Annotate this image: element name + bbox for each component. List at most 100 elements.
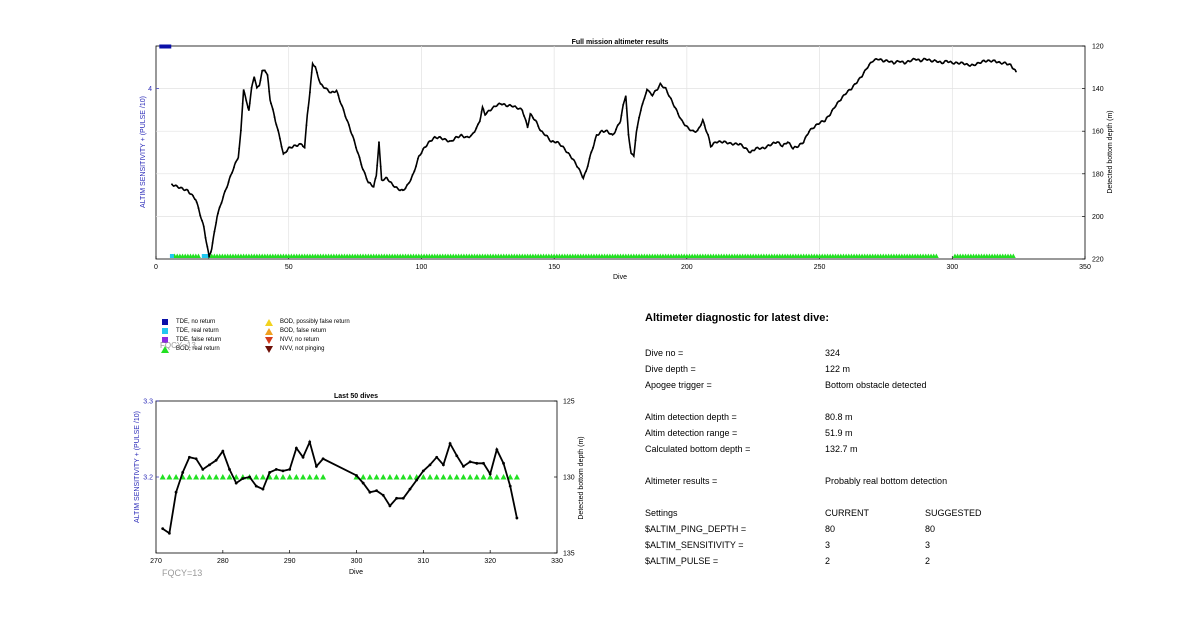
altimeter-diagnostic-panel: Altimeter diagnostic for latest dive: Di…: [645, 312, 1165, 582]
depth-point: [680, 118, 683, 121]
depth-point: [811, 127, 814, 130]
depth-point: [558, 143, 561, 145]
bod-real-return-marker: [373, 474, 380, 480]
depth-point: [475, 461, 479, 465]
depth-point: [707, 133, 709, 136]
depth-point: [956, 62, 959, 64]
depth-point: [227, 181, 230, 183]
full-mission-plot-area: [155, 45, 1086, 260]
x-tick-label: 50: [285, 264, 293, 271]
depth-point: [332, 90, 334, 93]
depth-point: [524, 119, 527, 122]
depth-point: [544, 134, 547, 137]
depth-point: [869, 61, 872, 64]
bod-real-return-marker: [199, 474, 206, 480]
depth-point: [517, 107, 520, 110]
left-y-tick-label: 3.2: [143, 475, 153, 482]
depth-point: [194, 457, 198, 461]
depth-point: [770, 143, 773, 146]
depth-point: [434, 136, 437, 139]
depth-point: [749, 151, 752, 154]
depth-point: [808, 130, 810, 133]
depth-point: [565, 151, 568, 154]
depth-point: [730, 142, 732, 145]
right-y-tick-label: 220: [1092, 257, 1104, 264]
last-50-x-ticks: 270 280 290 300 310 320 330: [150, 550, 563, 565]
depth-point: [760, 147, 763, 150]
depth-point: [480, 111, 483, 113]
depth-point: [247, 106, 249, 109]
depth-point: [721, 141, 724, 144]
depth-point: [454, 136, 456, 139]
depth-point: [503, 103, 506, 106]
diagnostic-value: 80.8 m: [825, 412, 853, 422]
depth-point: [362, 168, 364, 171]
depth-point: [985, 60, 987, 63]
depth-point: [347, 123, 350, 126]
diagnostic-suggested: 3: [925, 540, 931, 550]
depth-line: [171, 57, 1017, 259]
x-tick-label: 280: [217, 558, 229, 565]
depth-point: [662, 86, 665, 89]
depth-point: [243, 92, 246, 95]
depth-point: [639, 109, 642, 112]
diagnostic-label: $ALTIM_PING_DEPTH =: [645, 524, 747, 534]
x-tick-label: 250: [814, 264, 826, 271]
diagnostic-label: Altim detection depth =: [645, 412, 737, 422]
depth-point: [333, 91, 336, 94]
depth-point: [675, 108, 678, 110]
depth-point: [259, 79, 262, 82]
depth-point: [335, 89, 338, 92]
bod-real-return-marker: [279, 474, 286, 480]
diagnostic-label: Apogee trigger =: [645, 380, 712, 390]
depth-point: [388, 180, 391, 183]
depth-point: [885, 59, 888, 62]
depth-point: [475, 127, 478, 130]
depth-point: [650, 93, 653, 96]
depth-point: [857, 78, 860, 81]
depth-point: [1015, 70, 1017, 73]
depth-point: [942, 62, 945, 64]
depth-point: [963, 63, 966, 66]
diagnostic-row: Apogee trigger = Bottom obstacle detected: [645, 380, 1165, 392]
depth-point: [648, 91, 651, 93]
depth-point: [424, 146, 426, 149]
depth-point: [546, 134, 548, 137]
diagnostic-suggested: 80: [925, 524, 936, 534]
depth-point: [993, 59, 996, 62]
depth-point: [717, 140, 720, 143]
depth-point: [355, 146, 357, 149]
depth-point: [585, 170, 587, 173]
diagnostic-row: Dive no = 324: [645, 348, 1165, 360]
depth-point: [836, 101, 839, 104]
full-mission-left-y-ticks: 4: [148, 86, 159, 93]
depth-point: [201, 219, 203, 222]
depth-point: [445, 138, 448, 141]
legend-marker-icon: [264, 345, 274, 353]
depth-point: [399, 189, 402, 192]
depth-point: [349, 130, 352, 133]
depth-point: [167, 531, 171, 535]
depth-point: [482, 108, 485, 111]
depth-point: [501, 103, 504, 106]
legend-marker-icon: [160, 345, 170, 353]
diagnostic-row: $ALTIM_SENSITIVITY = 3 3: [645, 540, 1165, 552]
depth-point: [746, 148, 748, 150]
depth-point: [570, 157, 573, 160]
depth-point: [486, 111, 488, 114]
bod-real-return-marker: [259, 474, 266, 480]
depth-point: [471, 132, 474, 135]
diagnostic-row: Altim detection depth = 80.8 m: [645, 412, 1165, 424]
depth-point: [931, 60, 934, 63]
depth-point: [763, 147, 766, 150]
depth-point: [273, 116, 276, 119]
depth-point: [289, 146, 292, 149]
depth-point: [448, 140, 451, 142]
depth-point: [470, 134, 472, 137]
depth-point: [539, 129, 541, 131]
depth-point: [951, 62, 954, 65]
depth-point: [972, 64, 975, 66]
depth-point: [708, 141, 711, 144]
depth-point: [659, 82, 662, 85]
depth-point: [733, 142, 736, 145]
